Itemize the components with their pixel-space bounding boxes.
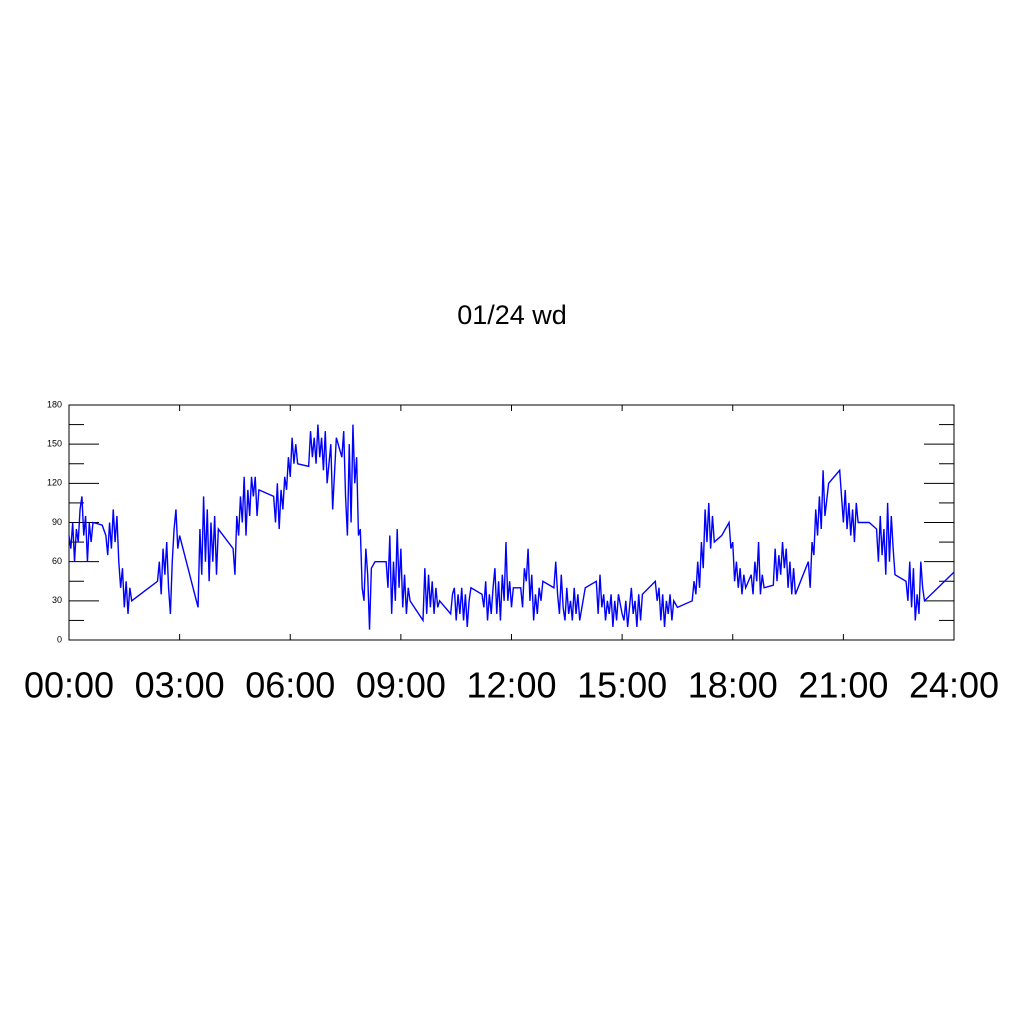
y-tick-label: 60 xyxy=(52,556,62,566)
x-tick-label: 00:00 xyxy=(24,665,114,706)
data-line xyxy=(68,424,955,630)
y-tick-label: 0 xyxy=(57,634,62,644)
y-tick-label: 90 xyxy=(52,517,62,527)
x-tick-label: 03:00 xyxy=(135,665,225,706)
x-tick-label: 09:00 xyxy=(356,665,446,706)
chart-title: 01/24 wd xyxy=(457,300,567,330)
x-tick-label: 15:00 xyxy=(577,665,667,706)
x-tick-label: 06:00 xyxy=(245,665,335,706)
y-tick-label: 180 xyxy=(47,399,62,409)
y-tick-label: 150 xyxy=(47,439,62,449)
x-tick-label: 12:00 xyxy=(466,665,556,706)
x-tick-label: 18:00 xyxy=(688,665,778,706)
y-tick-label: 120 xyxy=(47,478,62,488)
x-tick-label: 24:00 xyxy=(909,665,999,706)
y-tick-label: 30 xyxy=(52,595,62,605)
x-tick-label: 21:00 xyxy=(798,665,888,706)
